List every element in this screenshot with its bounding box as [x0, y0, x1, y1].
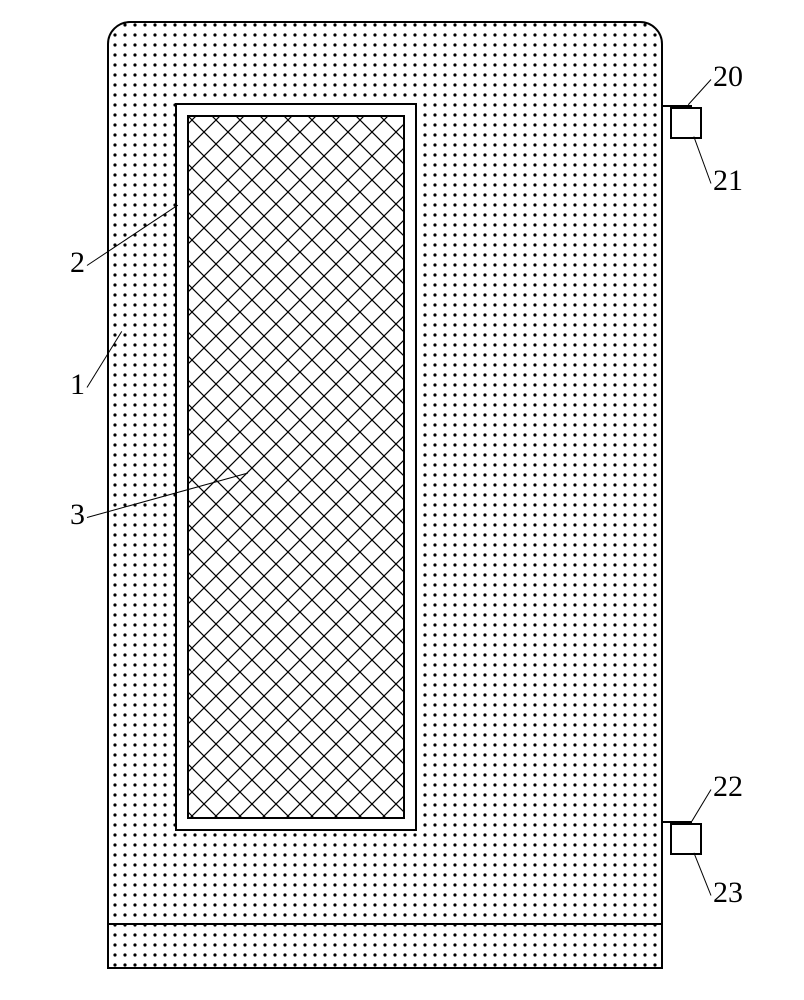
mesh-panel	[188, 116, 404, 818]
label-22: 22	[713, 772, 743, 802]
top-port	[662, 106, 701, 138]
label-1: 1	[70, 370, 85, 400]
label-20: 20	[713, 62, 743, 92]
label-3: 3	[70, 500, 85, 530]
diagram-svg	[0, 0, 804, 1000]
label-21: 21	[713, 166, 743, 196]
label-23: 23	[713, 878, 743, 908]
label-2: 2	[70, 248, 85, 278]
diagram-stage: 20212132223	[0, 0, 804, 1000]
bottom-port	[662, 822, 701, 854]
